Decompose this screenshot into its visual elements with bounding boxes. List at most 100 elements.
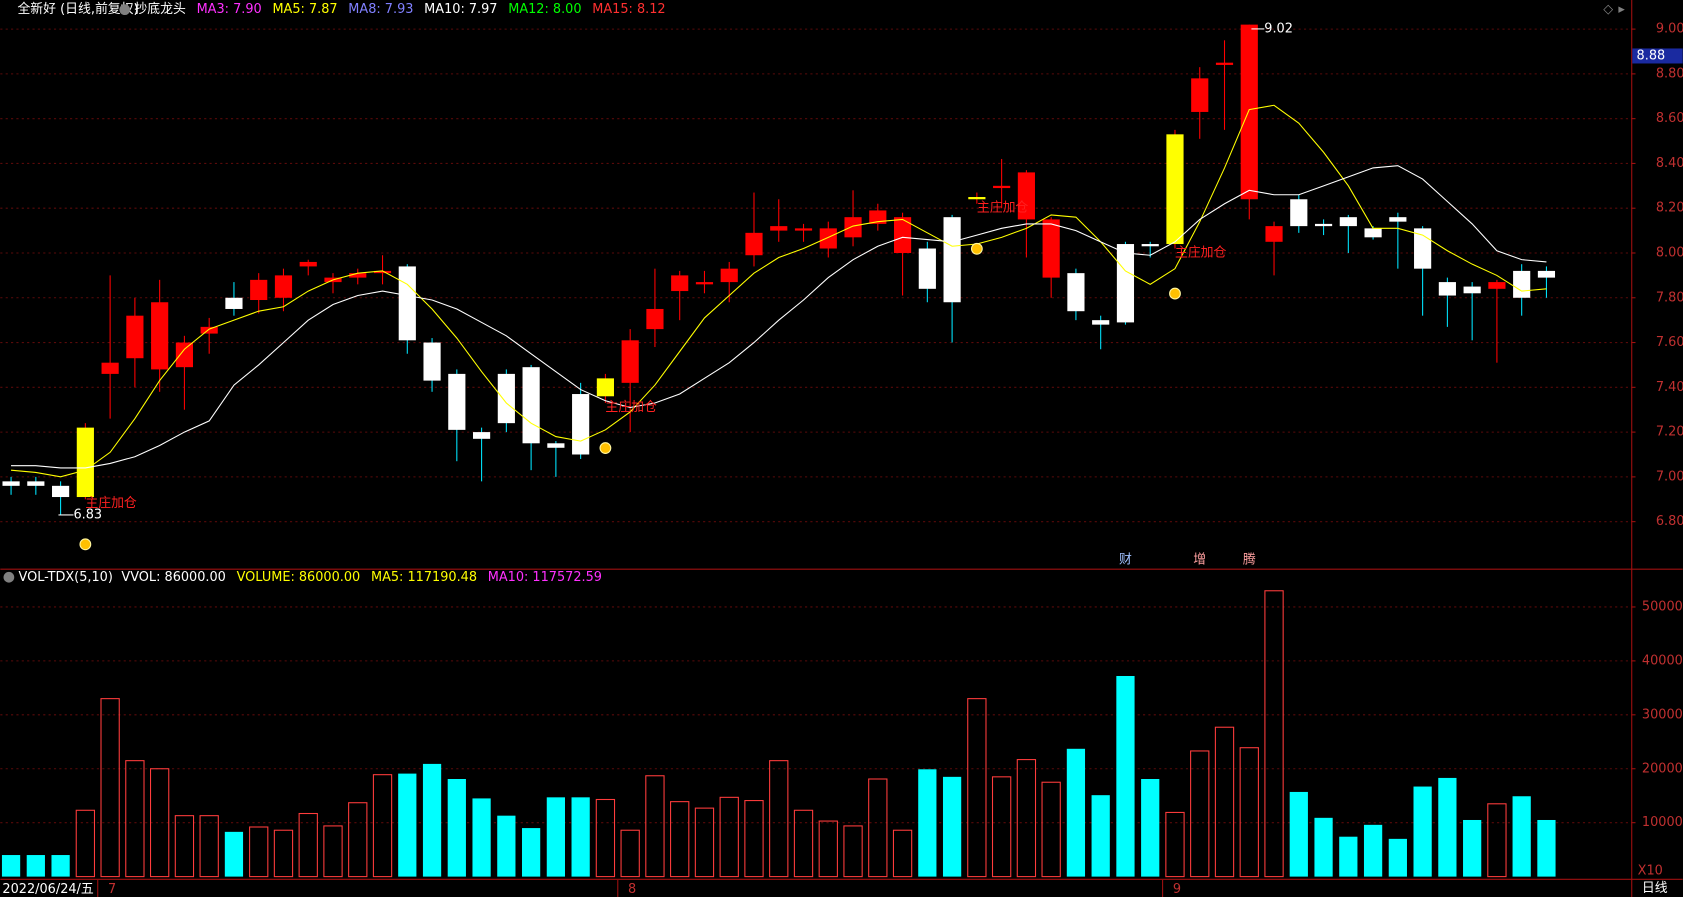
candle-body	[423, 342, 441, 381]
volume-bar	[595, 798, 616, 878]
ma-line	[11, 165, 1547, 469]
candle-body	[720, 268, 738, 283]
candle-body	[572, 394, 590, 455]
ma-legend: MA3: 7.90	[197, 2, 262, 17]
x-tick-label: 8	[628, 882, 636, 897]
ma-legend: MA15: 8.12	[592, 2, 665, 17]
volume-bar	[224, 831, 244, 877]
candle-body	[76, 427, 94, 498]
candle-body	[596, 378, 614, 397]
volume-bar	[1512, 796, 1531, 877]
candle-body	[1191, 78, 1209, 112]
volume-bar	[1339, 836, 1358, 877]
candle-body	[943, 217, 961, 303]
candle-body	[547, 443, 565, 448]
candle-body	[349, 273, 367, 278]
candle-body	[1042, 219, 1060, 278]
volume-bar	[521, 828, 541, 877]
volume-bar	[1289, 791, 1308, 877]
x-tick-label: 7	[108, 882, 116, 897]
volume-bar	[372, 774, 393, 878]
last-price-box	[1632, 48, 1683, 64]
ma-line	[10, 104, 1547, 478]
volume-bar	[918, 769, 937, 877]
signal-coin	[599, 442, 612, 454]
candle-body	[151, 302, 169, 370]
volume-bar	[793, 809, 814, 878]
volume-bar	[199, 815, 219, 878]
volume-bar	[348, 802, 368, 878]
volume-bar	[1314, 817, 1333, 877]
volume-bar	[967, 698, 987, 878]
volume-bar	[125, 760, 145, 878]
y-tick-label: 8.80	[1656, 66, 1683, 81]
candle-body	[299, 261, 317, 267]
volume-bar	[645, 775, 665, 878]
x-tick-label: 9	[1173, 882, 1181, 897]
candle-body	[1364, 228, 1382, 238]
volume-bar	[744, 800, 764, 878]
volume-bar	[942, 776, 962, 877]
volume-bar	[174, 815, 195, 878]
candle-body	[52, 485, 70, 498]
volume-bar	[1487, 803, 1507, 878]
y-tick-label: 7.00	[1656, 469, 1683, 484]
volume-bar	[398, 773, 417, 877]
volume-bar	[149, 768, 170, 878]
candle-body	[993, 185, 1011, 189]
volume-legend: MA10: 117572.59	[488, 570, 602, 585]
volume-legend: MA5: 117190.48	[371, 570, 477, 585]
volume-bar	[1438, 777, 1457, 877]
candle-body	[869, 210, 887, 224]
ma-legend: MA12: 8.00	[508, 2, 581, 17]
candle-body	[1414, 228, 1432, 269]
candle-body	[2, 481, 20, 486]
candle-body	[398, 266, 416, 341]
ma-legend: MA10: 7.97	[424, 2, 497, 17]
candle-body	[918, 248, 936, 289]
expand-icon[interactable]: ▸	[1618, 2, 1625, 17]
candle-body	[1488, 282, 1506, 289]
volume-unit: X10	[1638, 864, 1663, 879]
x-tick-label: 2022/06/24/五	[2, 882, 93, 897]
signal-coin	[970, 242, 983, 255]
candle-body	[695, 282, 714, 285]
volume-bar	[1264, 590, 1284, 878]
y-tick-label: 7.20	[1656, 425, 1683, 440]
volume-bar	[991, 776, 1012, 878]
candle-body	[770, 226, 788, 231]
candle-body	[473, 432, 491, 439]
y-tick-label: 40000	[1642, 653, 1683, 668]
toggle-icon[interactable]: ◇	[1603, 2, 1613, 17]
volume-bar	[1116, 675, 1135, 877]
candle-body	[1463, 286, 1481, 294]
y-tick-label: 10000	[1642, 815, 1683, 830]
volume-bar	[273, 829, 294, 878]
volume-bar	[818, 820, 838, 878]
volume-bar	[497, 815, 516, 877]
volume-bar	[694, 807, 715, 878]
y-tick-label: 9.00	[1656, 22, 1683, 37]
signal-coin	[1169, 287, 1181, 300]
signal-label: 主庄加仓	[977, 200, 1029, 216]
volume-icon	[3, 571, 15, 583]
max-label: 9.02	[1264, 21, 1293, 36]
candle-body	[373, 270, 392, 274]
candle-body	[27, 481, 45, 486]
candle-body	[274, 275, 293, 298]
volume-bar	[1388, 838, 1407, 877]
candle-body	[175, 342, 193, 368]
candle-body	[1017, 172, 1035, 220]
candle-body	[126, 315, 144, 359]
y-tick-label: 30000	[1642, 707, 1683, 722]
volume-bar	[719, 796, 739, 878]
candle-body	[1389, 217, 1407, 222]
volume-bar	[571, 797, 590, 877]
signal-label: 主庄加仓	[85, 495, 137, 511]
candle-body	[1265, 226, 1283, 242]
volume-bar	[1066, 748, 1086, 877]
volume-bar	[769, 760, 789, 878]
volume-bar	[1091, 795, 1110, 877]
event-marker: 财	[1119, 553, 1132, 568]
volume-bar	[323, 825, 343, 878]
